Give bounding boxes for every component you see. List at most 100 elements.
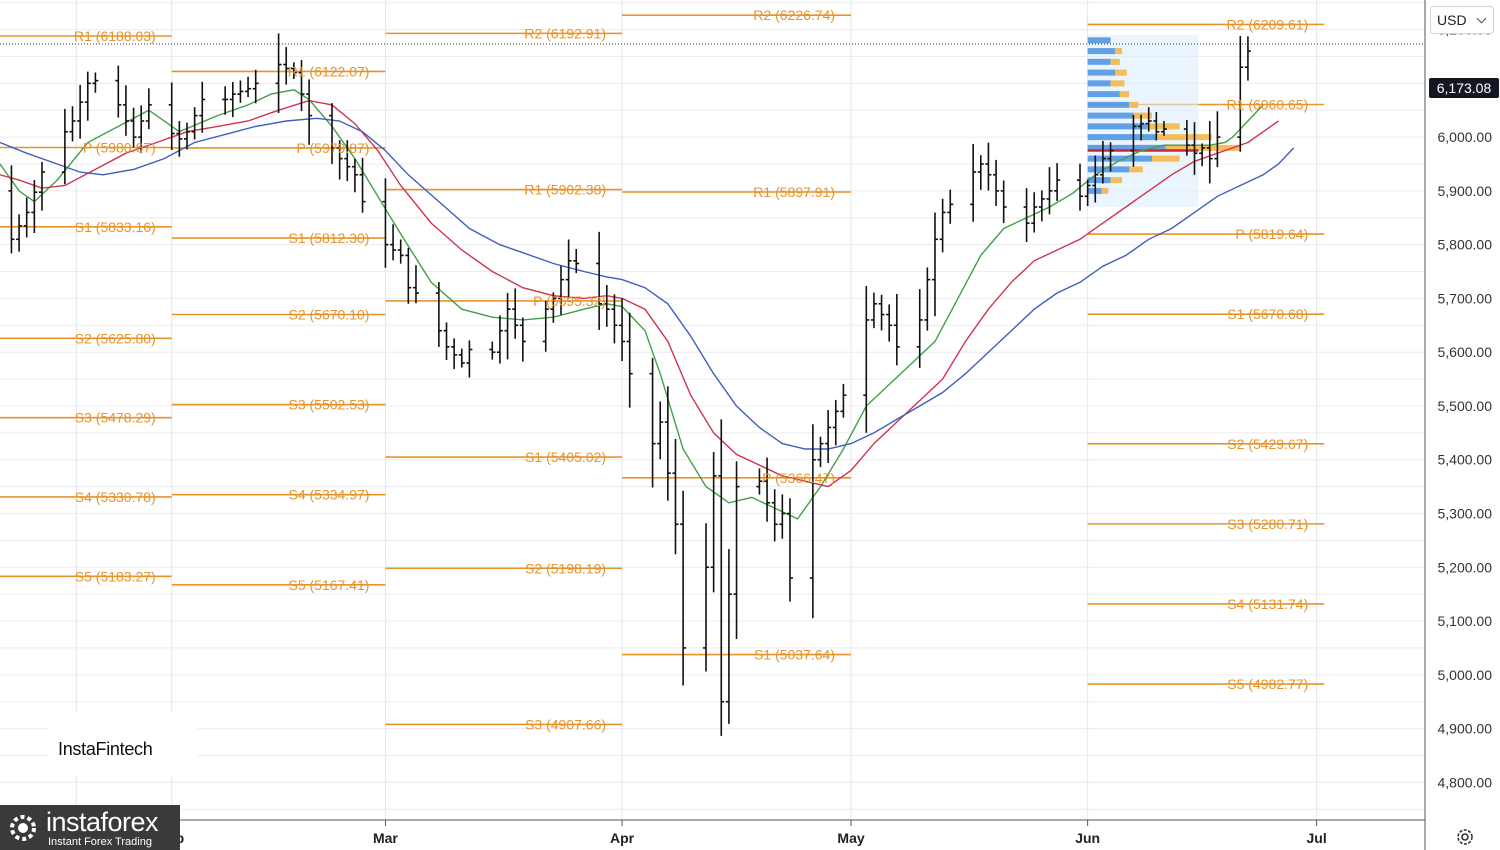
- ohlc-bar: [1214, 111, 1221, 168]
- ohlc-bar: [1077, 163, 1084, 211]
- volume-bar-up: [1087, 123, 1148, 130]
- ohlc-bar: [764, 457, 771, 522]
- volume-bar-up: [1087, 155, 1153, 162]
- pivot-label: S4 (5330.78): [75, 489, 156, 505]
- volume-bar-up: [1087, 58, 1111, 65]
- pivot-levels: [0, 14, 1325, 726]
- ohlc-bar: [191, 107, 198, 140]
- ohlc-bar: [672, 438, 679, 555]
- y-tick-label: 5,900.00: [1438, 183, 1493, 199]
- ohlc-bar: [306, 79, 313, 145]
- ohlc-bar: [924, 267, 931, 331]
- instaforex-logo[interactable]: instaforex Instant Forex Trading: [0, 805, 180, 850]
- ohlc-bar: [16, 214, 23, 252]
- volume-bar-down: [1129, 166, 1143, 173]
- currency-selector[interactable]: USD: [1430, 6, 1494, 34]
- y-tick-label: 5,200.00: [1438, 559, 1493, 575]
- ohlc-bar: [542, 300, 549, 352]
- pivot-labels: R2 (6335.54)R1 (6188.03)P (5980.67)S1 (5…: [74, 7, 1309, 732]
- ohlc-bar: [1031, 192, 1038, 233]
- pivot-label: S1 (5812.30): [288, 230, 369, 246]
- ohlc-bar: [817, 436, 824, 468]
- ohlc-bar: [390, 224, 397, 261]
- volume-bar-up: [1087, 144, 1166, 151]
- pivot-label: P (5980.67): [83, 140, 156, 156]
- volume-bar-down: [1115, 69, 1127, 76]
- ohlc-bar: [405, 247, 412, 304]
- ohlc-bar: [825, 410, 832, 463]
- logo-name: instaforex: [46, 807, 159, 837]
- y-tick-label: 5,700.00: [1438, 290, 1493, 306]
- ohlc-bar: [718, 419, 725, 736]
- ohlc-bar: [275, 33, 282, 113]
- ohlc-bar: [1183, 120, 1190, 156]
- volume-bar-down: [1152, 155, 1180, 162]
- ohlc-bar: [840, 383, 847, 418]
- ohlc-bars: [8, 33, 1251, 736]
- volume-bar-up: [1087, 134, 1157, 141]
- x-tick-label: Apr: [610, 830, 635, 846]
- watermark-box: [48, 712, 198, 776]
- ohlc-bar: [458, 348, 465, 368]
- volume-bar-up: [1087, 48, 1116, 55]
- ohlc-bar: [1160, 121, 1167, 136]
- ohlc-bar: [145, 88, 152, 130]
- ohlc-bar: [344, 140, 351, 182]
- pivot-label: S3 (5478.29): [75, 410, 156, 426]
- pivot-label: S1 (5833.16): [75, 219, 156, 235]
- ohlc-bar: [779, 494, 786, 539]
- y-tick-label: 5,300.00: [1438, 506, 1493, 522]
- ohlc-bar: [61, 108, 68, 185]
- pivot-label: S1 (5670.68): [1227, 306, 1308, 322]
- volume-bar-up: [1087, 166, 1130, 173]
- ohlc-bar: [1199, 143, 1206, 167]
- ohlc-bar: [168, 82, 175, 151]
- ohlc-bar: [336, 140, 343, 180]
- volume-bar-down: [1119, 91, 1130, 98]
- ohlc-bar: [1130, 114, 1137, 167]
- pivot-label: S3 (4907.66): [525, 716, 606, 732]
- ohlc-bar: [115, 65, 122, 118]
- ohlc-bar: [290, 62, 297, 80]
- ohlc-bar: [1153, 112, 1160, 141]
- ohlc-bar: [351, 158, 358, 193]
- ohlc-bar: [359, 157, 366, 213]
- moving-average-1: [0, 89, 1264, 520]
- ohlc-bar: [8, 165, 15, 254]
- ohlc-bar: [237, 80, 244, 103]
- volume-bar-down: [1110, 80, 1125, 87]
- instaforex-logo-icon: [10, 815, 36, 841]
- ohlc-bar: [199, 81, 206, 133]
- ohlc-bar: [1046, 167, 1053, 215]
- grid: [0, 0, 1425, 820]
- moving-average-2: [0, 99, 1279, 488]
- ohlc-bar: [886, 304, 893, 342]
- ohlc-bar: [863, 286, 870, 433]
- pivot-label: R1 (6060.65): [1227, 97, 1309, 113]
- ohlc-bar: [130, 107, 137, 148]
- ohlc-bar: [1145, 107, 1152, 132]
- ohlc-bar: [573, 248, 580, 274]
- x-tick-label: May: [837, 830, 864, 846]
- gear-icon[interactable]: [1454, 826, 1476, 848]
- ohlc-bar: [756, 468, 763, 495]
- pivot-label: P (5979.87): [297, 140, 370, 156]
- y-tick-label: 5,000.00: [1438, 667, 1493, 683]
- ohlc-bar: [31, 180, 38, 234]
- ohlc-bar: [939, 198, 946, 253]
- ohlc-bar: [38, 162, 45, 211]
- volume-bar-down: [1110, 177, 1123, 184]
- ohlc-bar: [245, 76, 252, 98]
- ohlc-bar: [557, 265, 564, 315]
- volume-bar-up: [1087, 101, 1130, 108]
- volume-bar-up: [1087, 177, 1111, 184]
- ohlc-bar: [138, 105, 145, 153]
- y-tick-label: 5,100.00: [1438, 613, 1493, 629]
- chevron-down-icon: [1476, 13, 1487, 24]
- ohlc-bar: [412, 265, 419, 304]
- ohlc-bar: [970, 143, 977, 222]
- pivot-label: S1 (5037.64): [754, 647, 835, 663]
- ohlc-bar: [283, 47, 290, 85]
- y-tick-label: 6,000.00: [1438, 129, 1493, 145]
